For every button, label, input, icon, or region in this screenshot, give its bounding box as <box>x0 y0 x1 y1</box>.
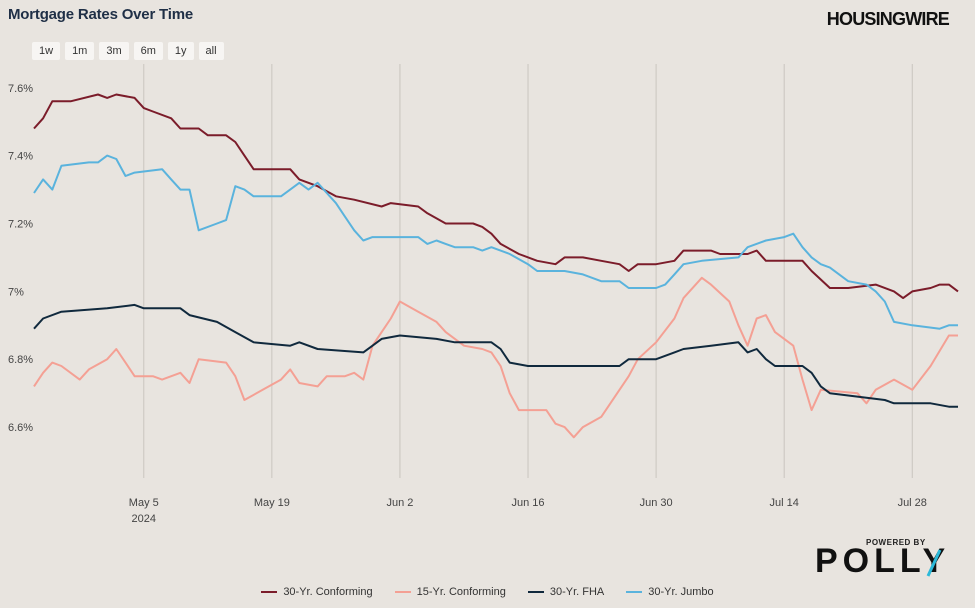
polly-slash-icon <box>926 549 942 577</box>
range-selector: 1w 1m 3m 6m 1y all <box>32 42 224 60</box>
legend-label: 15-Yr. Conforming <box>416 586 506 598</box>
legend-swatch <box>626 591 643 593</box>
series-line-15-yr-conforming[interactable] <box>33 276 958 439</box>
chart-title: Mortgage Rates Over Time <box>8 6 193 23</box>
range-button-1y[interactable]: 1y <box>167 42 194 60</box>
legend-label: 30-Yr. Conforming <box>283 586 373 598</box>
y-tick-label: 7.6% <box>8 83 33 95</box>
range-button-3m[interactable]: 3m <box>99 42 129 60</box>
legend-swatch <box>527 591 544 593</box>
x-tick-label: May 19 <box>254 497 290 509</box>
series-line-30-yr-conforming[interactable] <box>33 93 959 300</box>
legend-item-30yr-fha[interactable]: 30-Yr. FHA <box>527 586 605 598</box>
x-tick-label: Jun 30 <box>640 497 673 509</box>
grid-lines <box>143 64 913 478</box>
x-tick-label: Jun 2 <box>386 497 413 509</box>
range-button-6m[interactable]: 6m <box>133 42 163 60</box>
y-tick-label: 7.4% <box>8 151 33 163</box>
x-tick-year-label: 2024 <box>132 513 156 525</box>
x-tick-label: Jun 16 <box>512 497 545 509</box>
x-tick-label: Jul 28 <box>898 497 927 509</box>
legend-label: 30-Yr. FHA <box>549 586 605 598</box>
legend-label: 30-Yr. Jumbo <box>648 586 714 598</box>
x-tick-label: May 5 <box>129 497 159 509</box>
legend-swatch <box>261 591 278 593</box>
range-button-all[interactable]: all <box>198 42 224 60</box>
powered-by-label: POWERED BY <box>866 538 926 547</box>
y-tick-label: 6.8% <box>8 354 33 366</box>
chart-legend: 30-Yr. Conforming 15-Yr. Conforming 30-Y… <box>0 586 975 598</box>
series-line-30-yr-fha[interactable] <box>33 303 958 408</box>
legend-swatch <box>394 591 411 593</box>
series-lines <box>33 93 959 439</box>
x-axis-labels: May 5 2024 May 19 Jun 2 Jun 16 Jun 30 Jul 14 Ju… <box>129 497 927 525</box>
polly-logo: POLLY <box>815 542 951 580</box>
polly-slash-mark <box>926 549 942 577</box>
y-axis-labels: 6.6% 6.8% 7% 7.2% 7.4% 7.6% <box>8 83 33 434</box>
series-line-30-yr-jumbo[interactable] <box>33 154 958 330</box>
legend-item-15yr-conforming[interactable]: 15-Yr. Conforming <box>394 586 506 598</box>
legend-item-30yr-conforming[interactable]: 30-Yr. Conforming <box>261 586 373 598</box>
range-button-1w[interactable]: 1w <box>32 42 61 60</box>
y-tick-label: 7.2% <box>8 218 33 230</box>
range-button-1m[interactable]: 1m <box>65 42 95 60</box>
housingwire-logo: HOUSINGWIRE <box>826 9 950 29</box>
y-tick-label: 7% <box>8 286 24 298</box>
x-tick-label: Jul 14 <box>769 497 798 509</box>
legend-item-30yr-jumbo[interactable]: 30-Yr. Jumbo <box>626 586 714 598</box>
y-tick-label: 6.6% <box>8 422 33 434</box>
